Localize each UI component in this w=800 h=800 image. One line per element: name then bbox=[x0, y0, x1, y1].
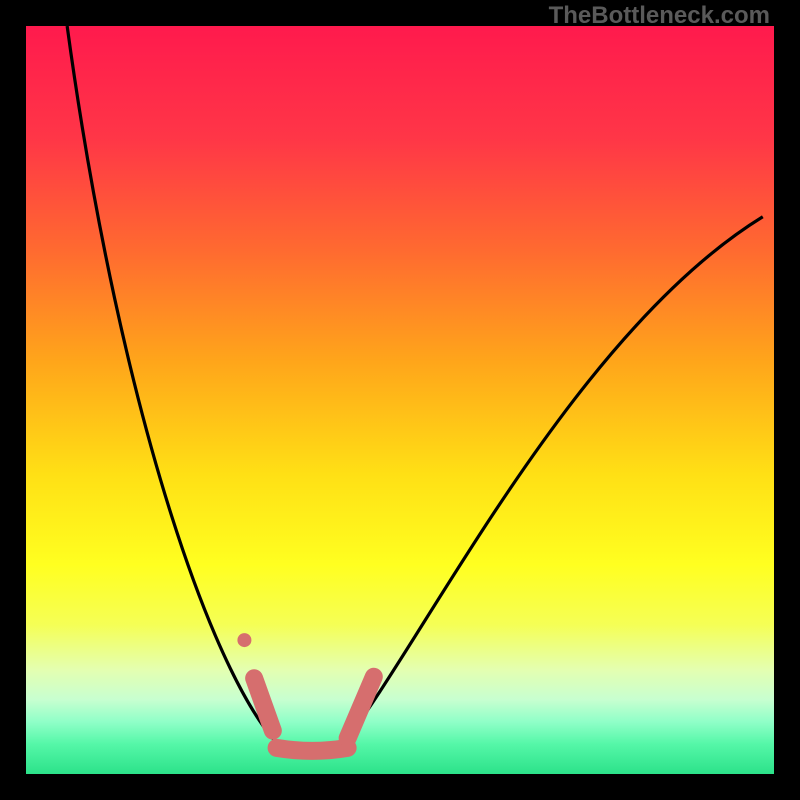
marker-group bbox=[237, 633, 373, 751]
marker-trough bbox=[277, 748, 348, 751]
marker-left-stub bbox=[254, 678, 273, 730]
marker-dot bbox=[237, 633, 251, 647]
watermark-text: TheBottleneck.com bbox=[549, 2, 770, 30]
chart-svg bbox=[26, 26, 774, 774]
bottleneck-curve bbox=[67, 26, 763, 752]
plot-area bbox=[26, 26, 774, 774]
marker-right-stub bbox=[348, 677, 374, 738]
